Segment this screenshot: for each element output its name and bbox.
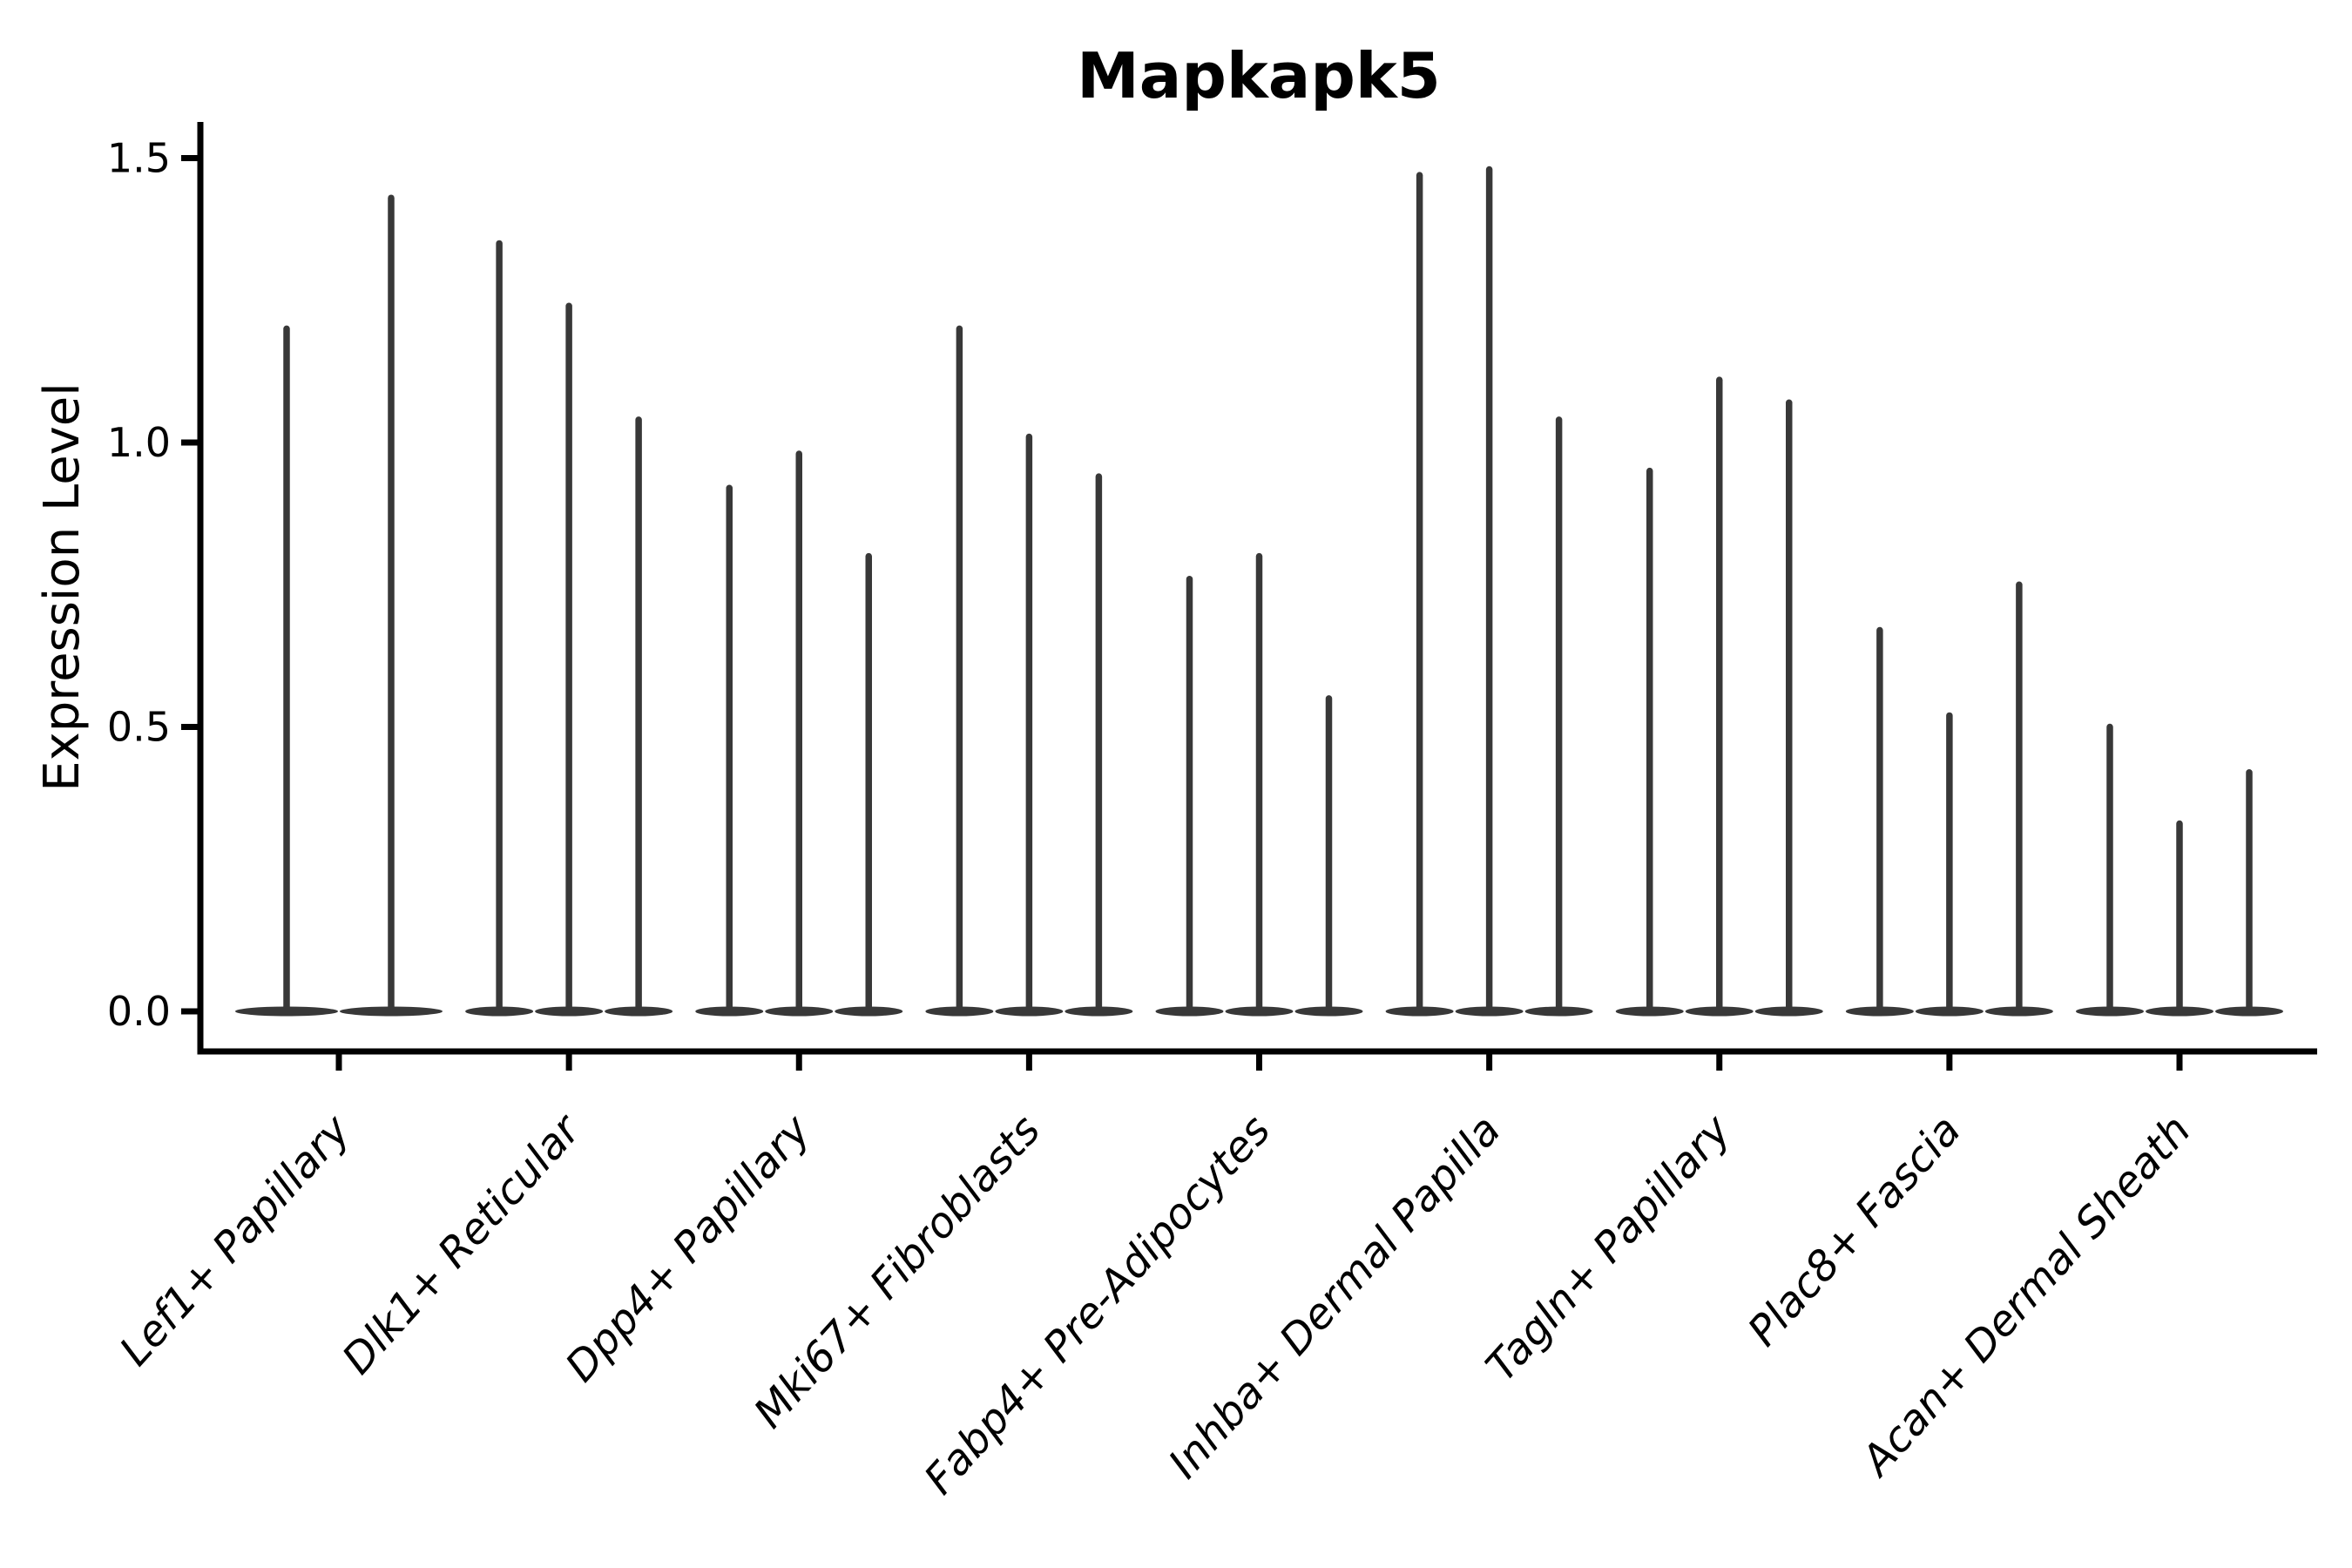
y-axis-label: Expression Level (34, 382, 91, 792)
x-tick-label: Dpp4+ Papillary (556, 1105, 820, 1391)
axes (181, 122, 2317, 1071)
y-tick-label: 0.0 (107, 988, 171, 1035)
x-tick-label: Lef1+ Papillary (111, 1105, 361, 1375)
y-tick-label: 0.5 (107, 704, 171, 751)
y-tick-label: 1.0 (107, 419, 171, 466)
x-tick-label: Plac8+ Fascia (1739, 1106, 1970, 1356)
violins (235, 166, 2283, 1017)
y-tick-labels: 0.0 0.5 1.0 1.5 (107, 135, 171, 1036)
y-tick-label: 1.5 (107, 135, 171, 182)
chart-title: Mapkapk5 (1077, 39, 1441, 112)
x-tick-label: Dlk1+ Reticular (333, 1104, 591, 1383)
x-tick-label: Tagln+ Papillary (1477, 1105, 1740, 1391)
